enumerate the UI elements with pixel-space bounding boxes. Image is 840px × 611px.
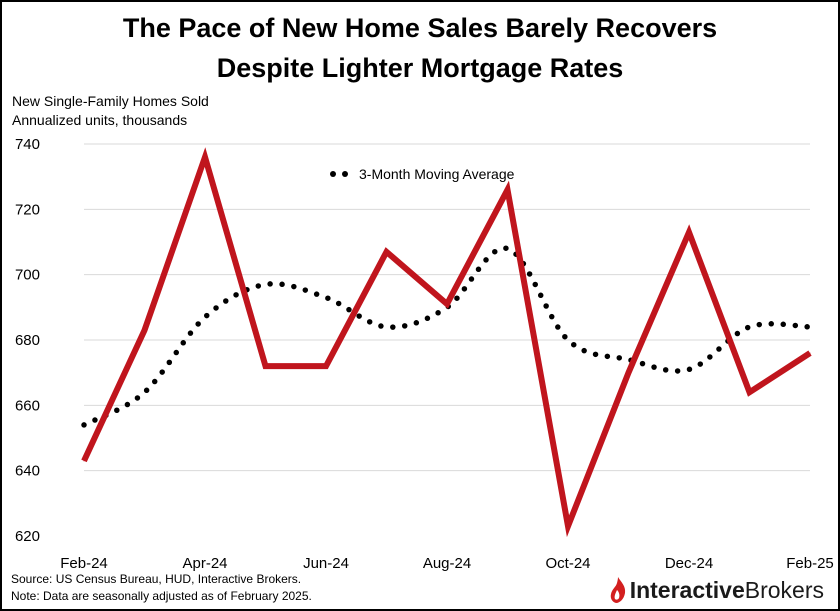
sales-point [265, 365, 266, 367]
y-tick-label: 740 [15, 136, 40, 153]
sales-point [144, 329, 145, 331]
y-tick-label: 660 [15, 397, 40, 414]
sales-point [204, 156, 206, 158]
y-tick-label: 700 [15, 267, 40, 284]
subtitle-line-1: New Single-Family Homes Sold [12, 93, 209, 109]
sales-point [809, 352, 811, 354]
y-tick-label: 640 [15, 463, 40, 480]
brand-logo: Interactive Brokers [610, 576, 824, 604]
legend-marker-dot [342, 171, 348, 177]
sales-point [83, 460, 85, 462]
sales-point [446, 303, 448, 305]
y-tick-label: 620 [15, 528, 40, 545]
x-tick-label: Apr-24 [182, 555, 227, 572]
x-tick-label: Dec-24 [665, 555, 713, 572]
source-note: Source: US Census Bureau, HUD, Interacti… [11, 572, 302, 586]
sales-point [507, 189, 508, 191]
brand-name-bold: Interactive [629, 577, 745, 603]
title-line-1: The Pace of New Home Sales Barely Recove… [122, 13, 718, 43]
x-tick-label: Feb-25 [786, 555, 834, 572]
adjustment-note: Note: Data are seasonally adjusted as of… [11, 589, 312, 603]
sales-point [386, 251, 387, 253]
brand-name-regular: Brokers [744, 577, 824, 603]
y-tick-label: 680 [15, 332, 40, 349]
chart-footer: Source: US Census Bureau, HUD, Interacti… [11, 571, 312, 605]
ib-flame-logo-icon [610, 577, 625, 603]
x-tick-label: Aug-24 [423, 555, 471, 572]
sales-point [628, 372, 629, 374]
sales-point [688, 231, 690, 233]
legend-label: 3-Month Moving Average [359, 166, 515, 182]
sales-point [749, 391, 750, 393]
sales-point [325, 365, 327, 367]
chart-title: The Pace of New Home Sales Barely Recove… [2, 8, 838, 88]
title-line-2: Despite Lighter Mortgage Rates [216, 53, 624, 83]
chart-subtitle: New Single-Family Homes Sold Annualized … [12, 92, 209, 130]
legend-marker-dot [330, 171, 336, 177]
subtitle-line-2: Annualized units, thousands [12, 112, 188, 128]
x-tick-label: Feb-24 [60, 555, 108, 572]
y-tick-label: 720 [15, 201, 40, 218]
sales-point [567, 525, 569, 527]
x-tick-label: Oct-24 [545, 555, 590, 572]
x-tick-label: Jun-24 [303, 555, 349, 572]
